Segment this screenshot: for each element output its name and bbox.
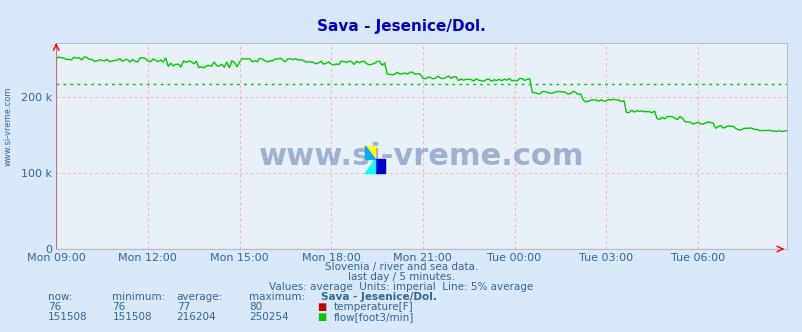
Text: Sava - Jesenice/Dol.: Sava - Jesenice/Dol. [317, 19, 485, 34]
Text: 216204: 216204 [176, 312, 216, 322]
Text: last day / 5 minutes.: last day / 5 minutes. [347, 272, 455, 282]
Polygon shape [365, 146, 375, 159]
Text: flow[foot3/min]: flow[foot3/min] [334, 312, 414, 322]
Text: 76: 76 [48, 302, 62, 312]
Text: 80: 80 [249, 302, 261, 312]
Bar [375, 159, 385, 173]
Text: ■: ■ [317, 302, 326, 312]
Text: 151508: 151508 [48, 312, 87, 322]
Text: temperature[F]: temperature[F] [334, 302, 413, 312]
Text: 250254: 250254 [249, 312, 288, 322]
Text: maximum:: maximum: [249, 292, 305, 302]
Text: now:: now: [48, 292, 73, 302]
Text: 151508: 151508 [112, 312, 152, 322]
Text: 77: 77 [176, 302, 190, 312]
Text: Values: average  Units: imperial  Line: 5% average: Values: average Units: imperial Line: 5%… [269, 282, 533, 292]
Text: average:: average: [176, 292, 223, 302]
Text: www.si-vreme.com: www.si-vreme.com [4, 86, 13, 166]
Text: 76: 76 [112, 302, 126, 312]
Text: minimum:: minimum: [112, 292, 165, 302]
Polygon shape [365, 159, 375, 173]
Text: www.si-vreme.com: www.si-vreme.com [258, 142, 584, 171]
Text: Sava - Jesenice/Dol.: Sava - Jesenice/Dol. [321, 292, 436, 302]
Text: Slovenia / river and sea data.: Slovenia / river and sea data. [325, 262, 477, 272]
Bar [365, 146, 375, 159]
Text: ■: ■ [317, 312, 326, 322]
